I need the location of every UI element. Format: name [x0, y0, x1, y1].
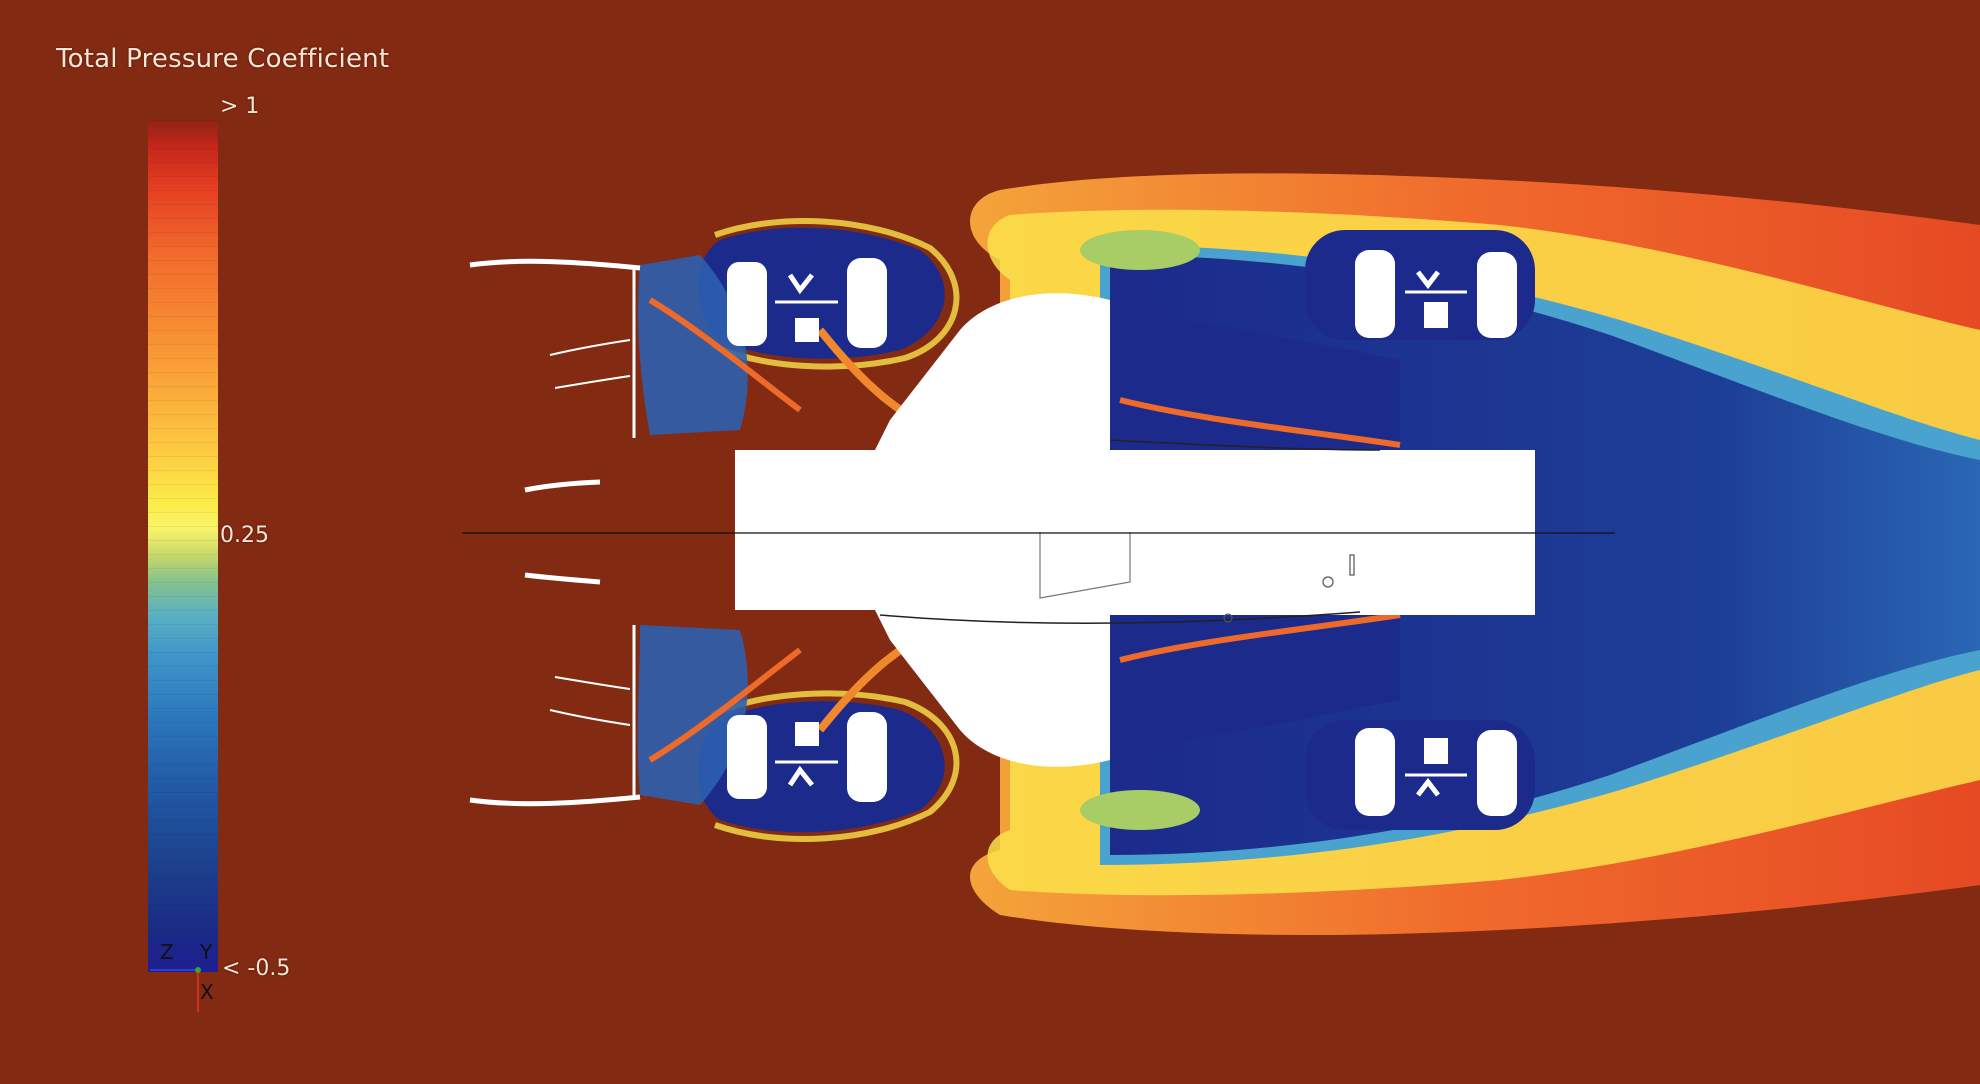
- front-wing-endplate-lower: [470, 797, 640, 804]
- vortex-lower: [1080, 790, 1200, 830]
- front-wing-flap-1: [550, 340, 630, 355]
- front-wing-flap-4: [550, 710, 630, 725]
- vortex-upper: [1080, 230, 1200, 270]
- legend-min-label: < -0.5: [222, 956, 290, 981]
- legend-max-label: > 1: [220, 94, 259, 119]
- front-wing-endplate-upper: [470, 261, 640, 268]
- legend-mid-label: 0.25: [220, 523, 269, 548]
- nose-element-upper: [525, 482, 600, 490]
- front-wing-flap-3: [555, 677, 630, 689]
- axis-triad: Z Y X: [150, 940, 220, 1020]
- nose-element-lower: [525, 575, 600, 582]
- front-wing-flap-2: [555, 376, 630, 388]
- legend-title: Total Pressure Coefficient: [56, 44, 389, 74]
- color-scale-bar: [148, 120, 218, 972]
- axis-triad-lines: [150, 940, 220, 1020]
